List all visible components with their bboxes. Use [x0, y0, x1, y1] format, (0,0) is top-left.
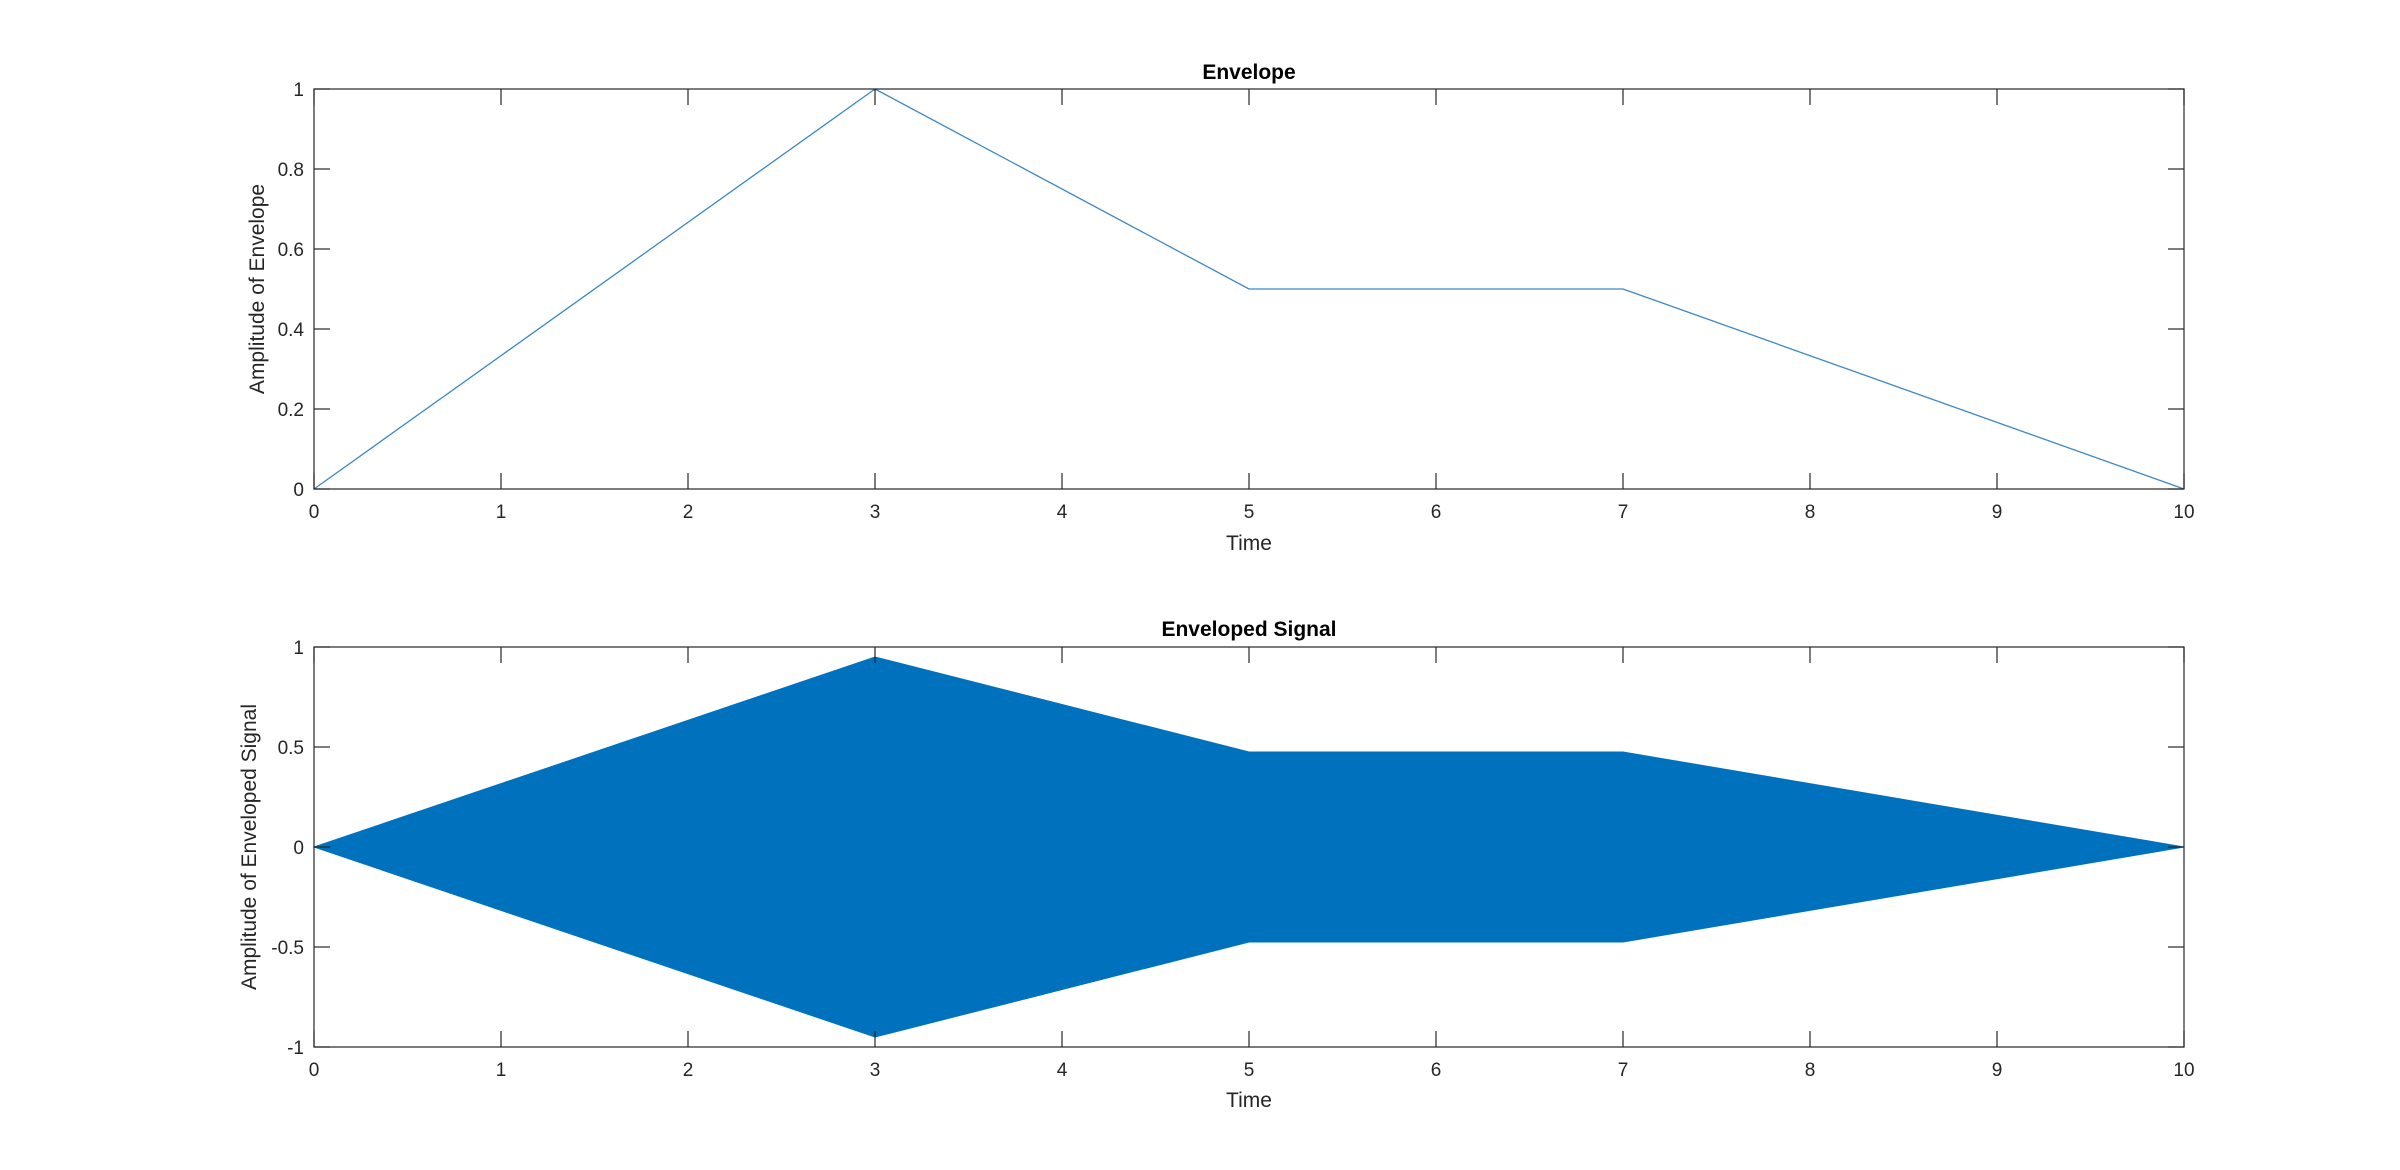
envelope-x-tick-label: 7 — [1618, 502, 1629, 523]
envelope-series-line — [313, 88, 2185, 490]
envelope-plot-area — [313, 88, 2185, 490]
envelope-ticks — [313, 88, 2185, 490]
envelope-x-axis-label: Time — [1226, 532, 1272, 555]
enveloped-signal-y-tick-label: -0.5 — [271, 938, 304, 959]
envelope-x-tick-label: 1 — [496, 502, 507, 523]
envelope-y-tick-label: 0.4 — [278, 320, 305, 341]
enveloped-signal-x-tick-label: 7 — [1618, 1060, 1629, 1081]
enveloped-signal-x-axis-label: Time — [1226, 1089, 1272, 1112]
enveloped-signal-y-axis-label: Amplitude of Enveloped Signal — [238, 704, 261, 990]
enveloped-signal-ticks — [313, 646, 2185, 1048]
envelope-y-tick-label: 0.2 — [278, 400, 304, 421]
enveloped-signal-y-tick-label: 0 — [293, 838, 304, 859]
enveloped-signal-plot-area — [312, 656, 2185, 1038]
envelope-y-tick-label: 0.8 — [278, 160, 304, 181]
enveloped-signal-x-tick-label: 2 — [683, 1060, 694, 1081]
enveloped-signal-y-tick-label: 0.5 — [278, 738, 304, 759]
envelope-y-tick-label: 0 — [293, 480, 304, 501]
envelope-title: Envelope — [1202, 61, 1295, 84]
enveloped-signal-y-tick-label: 1 — [293, 638, 304, 659]
envelope-x-tick-label: 2 — [683, 502, 694, 523]
enveloped-signal-subplot: Enveloped Signal 0 1 2 3 4 5 6 7 8 9 10 -1 -0.5 0 0.5… — [238, 618, 2195, 1112]
enveloped-signal-x-tick-label: 3 — [870, 1060, 881, 1081]
enveloped-signal-x-tick-label: 8 — [1805, 1060, 1816, 1081]
envelope-y-axis-label: Amplitude of Envelope — [246, 184, 269, 394]
envelope-x-tick-labels: 0 1 2 3 4 5 6 7 8 9 10 — [309, 502, 2195, 523]
envelope-x-tick-label: 4 — [1057, 502, 1068, 523]
enveloped-signal-title: Enveloped Signal — [1161, 618, 1336, 641]
enveloped-signal-x-tick-label: 10 — [2173, 1060, 2194, 1081]
enveloped-signal-x-tick-label: 0 — [309, 1060, 320, 1081]
enveloped-signal-x-tick-label: 4 — [1057, 1060, 1068, 1081]
enveloped-signal-y-tick-label: -1 — [287, 1038, 304, 1059]
envelope-x-tick-label: 10 — [2173, 502, 2194, 523]
enveloped-signal-y-tick-labels: -1 -0.5 0 0.5 1 — [271, 638, 304, 1059]
enveloped-signal-x-tick-label: 9 — [1992, 1060, 2003, 1081]
envelope-x-tick-label: 5 — [1244, 502, 1255, 523]
envelope-x-tick-label: 3 — [870, 502, 881, 523]
enveloped-signal-x-tick-label: 5 — [1244, 1060, 1255, 1081]
enveloped-signal-x-tick-labels: 0 1 2 3 4 5 6 7 8 9 10 — [309, 1060, 2195, 1081]
enveloped-signal-x-tick-label: 6 — [1431, 1060, 1442, 1081]
envelope-y-tick-label: 0.6 — [278, 240, 304, 261]
envelope-x-tick-label: 9 — [1992, 502, 2003, 523]
enveloped-signal-series-area — [312, 656, 2185, 1038]
envelope-y-tick-label: 1 — [293, 80, 304, 101]
envelope-x-tick-label: 8 — [1805, 502, 1816, 523]
envelope-y-tick-labels: 0 0.2 0.4 0.6 0.8 1 — [278, 80, 305, 501]
envelope-x-tick-label: 0 — [309, 502, 320, 523]
enveloped-signal-x-tick-label: 1 — [496, 1060, 507, 1081]
envelope-subplot: Envelope 0 1 2 3 4 5 6 7 8 9 10 0 0.2 0.4 0.6 0.8 1 Tim… — [246, 61, 2195, 555]
envelope-x-tick-label: 6 — [1431, 502, 1442, 523]
